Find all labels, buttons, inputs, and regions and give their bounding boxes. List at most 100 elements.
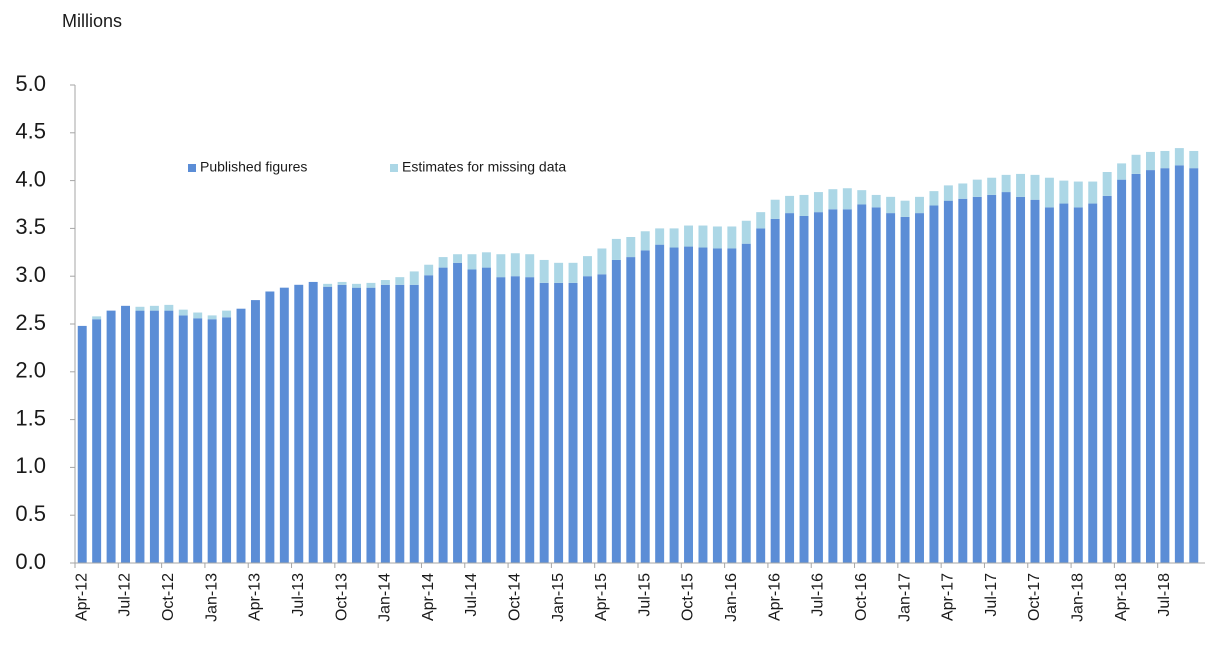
- x-tick-label: Jan-15: [550, 573, 567, 622]
- bar-segment: [972, 179, 982, 197]
- bar-segment: [1030, 174, 1040, 200]
- bar-segment: [178, 309, 188, 316]
- bar-segment: [395, 284, 405, 563]
- y-tick-label: 5.0: [15, 71, 46, 96]
- bar-segment: [886, 213, 896, 563]
- bar-segment: [294, 284, 304, 563]
- x-tick-label: Jan-16: [723, 573, 740, 622]
- bar-segment: [121, 305, 131, 563]
- legend-swatch: [188, 164, 196, 172]
- bar-segment: [366, 287, 376, 563]
- bar-segment: [626, 257, 636, 563]
- x-tick-label: Jul-13: [290, 573, 307, 617]
- bar-segment: [597, 274, 607, 563]
- legend-swatch: [390, 164, 398, 172]
- bar-segment: [265, 291, 275, 563]
- bar-segment: [1117, 163, 1127, 180]
- bar-segment: [640, 250, 650, 563]
- bar-segment: [308, 281, 318, 563]
- bar-segment: [1131, 154, 1141, 174]
- bar-segment: [871, 194, 881, 208]
- bar-segment: [554, 282, 564, 563]
- bar-segment: [1145, 151, 1155, 171]
- bar-segment: [222, 310, 232, 318]
- bar-segment: [712, 226, 722, 249]
- bar-segment: [684, 246, 694, 563]
- bar-segment: [438, 267, 448, 563]
- x-tick-label: Jan-13: [203, 573, 220, 622]
- y-tick-label: 2.0: [15, 358, 46, 383]
- bar-segment: [958, 183, 968, 199]
- bar-segment: [481, 267, 491, 563]
- bar-segment: [857, 190, 867, 205]
- bar-segment: [352, 287, 361, 563]
- x-tick-label: Apr-15: [593, 573, 610, 621]
- bar-segment: [539, 282, 549, 563]
- bar-segment: [337, 281, 347, 285]
- y-tick-label: 0.0: [15, 549, 46, 574]
- bar-segment: [323, 286, 333, 563]
- bar-segment: [236, 308, 246, 563]
- bar-segment: [900, 216, 910, 564]
- x-tick-label: Apr-18: [1113, 573, 1130, 621]
- bar-segment: [149, 305, 159, 311]
- y-tick-label: 3.0: [15, 262, 46, 287]
- bar-segment: [770, 218, 780, 563]
- bar-segment: [582, 276, 592, 563]
- bar-segment: [929, 191, 939, 206]
- bar-segment: [886, 196, 896, 214]
- bar-segment: [813, 192, 823, 213]
- bar-segment: [915, 213, 924, 563]
- y-tick-label: 2.5: [15, 310, 46, 335]
- bar-segment: [915, 196, 924, 214]
- bar-segment: [1059, 203, 1069, 563]
- bar-segment: [1016, 196, 1026, 564]
- bar-segment: [178, 315, 188, 563]
- bar-segment: [250, 300, 260, 563]
- bar-segment: [1117, 179, 1127, 564]
- x-tick-label: Oct-16: [853, 573, 870, 621]
- bar-segment: [943, 200, 953, 563]
- bar-segment: [438, 257, 448, 268]
- x-tick-label: Jul-15: [636, 573, 653, 617]
- bar-segment: [1016, 173, 1026, 197]
- bar-segment: [597, 248, 607, 275]
- legend-label: Estimates for missing data: [402, 159, 566, 175]
- bar-segment: [1073, 181, 1083, 208]
- bar-segment: [222, 317, 232, 563]
- bar-segment: [958, 198, 968, 563]
- bar-segment: [279, 287, 289, 563]
- bar-segment: [352, 283, 361, 288]
- bar-segment: [467, 254, 477, 270]
- bar-segment: [1174, 148, 1184, 166]
- bar-segment: [554, 262, 564, 283]
- bar-segment: [1088, 203, 1098, 563]
- x-tick-label: Apr-12: [73, 573, 90, 621]
- bar-segment: [164, 304, 174, 311]
- bar-segment: [106, 310, 116, 563]
- bar-segment: [1001, 174, 1011, 193]
- bar-segment: [409, 271, 419, 285]
- bar-segment: [669, 247, 679, 563]
- bar-segment: [785, 195, 795, 214]
- bar-segment: [1044, 177, 1054, 208]
- bar-segment: [424, 275, 434, 563]
- bar-segment: [799, 194, 809, 216]
- x-tick-label: Jul-17: [983, 573, 1000, 617]
- bar-segment: [741, 243, 751, 564]
- x-tick-label: Jan-17: [896, 573, 913, 622]
- y-tick-label: 4.5: [15, 119, 46, 144]
- bar-segment: [568, 282, 578, 563]
- bar-segment: [92, 316, 102, 320]
- bar-segment: [453, 262, 463, 563]
- y-tick-label: 1.5: [15, 405, 46, 430]
- bar-segment: [1189, 168, 1199, 563]
- bar-segment: [149, 310, 159, 563]
- bar-segment: [611, 238, 621, 260]
- bar-segment: [1189, 150, 1199, 169]
- bar-segment: [135, 306, 145, 311]
- legend-label: Published figures: [200, 159, 307, 175]
- bar-segment: [1059, 180, 1069, 204]
- bar-segment: [525, 277, 535, 563]
